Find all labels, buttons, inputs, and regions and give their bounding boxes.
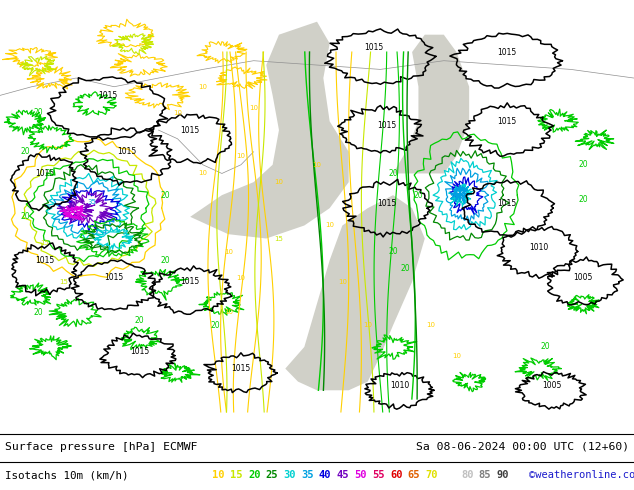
- Text: 1010: 1010: [529, 243, 548, 252]
- Text: 10: 10: [212, 470, 225, 480]
- Text: 20: 20: [134, 317, 145, 325]
- Text: 1005: 1005: [542, 381, 561, 391]
- Text: 65: 65: [408, 470, 420, 480]
- Text: 15: 15: [59, 279, 68, 285]
- Text: 50: 50: [354, 470, 367, 480]
- Text: 20: 20: [540, 343, 550, 351]
- Text: 1015: 1015: [117, 147, 136, 156]
- Text: 90: 90: [496, 470, 509, 480]
- Text: 10: 10: [198, 171, 207, 176]
- Text: 20: 20: [20, 212, 30, 221]
- Text: 1015: 1015: [231, 364, 250, 373]
- Text: 10: 10: [249, 105, 258, 111]
- Text: 75: 75: [443, 470, 456, 480]
- Text: 1015: 1015: [365, 43, 384, 52]
- Text: 45: 45: [337, 470, 349, 480]
- Text: 1015: 1015: [35, 256, 54, 265]
- Polygon shape: [190, 22, 349, 239]
- Text: 20: 20: [388, 247, 398, 256]
- Text: 30: 30: [283, 470, 296, 480]
- Polygon shape: [393, 35, 469, 173]
- Text: 15: 15: [275, 236, 283, 242]
- Polygon shape: [285, 195, 425, 390]
- Text: 10: 10: [198, 84, 207, 90]
- Text: 20: 20: [46, 169, 56, 178]
- Text: 10: 10: [325, 222, 334, 228]
- Text: 20: 20: [160, 191, 170, 199]
- Text: 10: 10: [313, 162, 321, 168]
- Text: 55: 55: [372, 470, 385, 480]
- Text: 1015: 1015: [181, 125, 200, 135]
- Text: 20: 20: [578, 160, 588, 169]
- Text: 10: 10: [236, 274, 245, 281]
- Text: 20: 20: [210, 321, 221, 330]
- Text: 1015: 1015: [498, 48, 517, 56]
- Text: Isotachs 10m (km/h): Isotachs 10m (km/h): [5, 470, 129, 480]
- Text: 10: 10: [452, 353, 461, 359]
- Text: 20: 20: [20, 147, 30, 156]
- Text: 20: 20: [248, 470, 261, 480]
- Text: 1015: 1015: [130, 347, 149, 356]
- Text: 70: 70: [425, 470, 438, 480]
- Text: 10: 10: [173, 110, 182, 116]
- Text: 1010: 1010: [390, 381, 409, 391]
- Text: 35: 35: [87, 198, 96, 205]
- Text: 1015: 1015: [98, 91, 117, 100]
- Text: 1015: 1015: [498, 199, 517, 208]
- Text: 15: 15: [40, 240, 49, 246]
- Text: 20: 20: [401, 265, 411, 273]
- Text: 1005: 1005: [574, 273, 593, 282]
- Text: ©weatheronline.co.uk: ©weatheronline.co.uk: [529, 470, 634, 480]
- Text: 35: 35: [301, 470, 314, 480]
- Text: 1015: 1015: [377, 199, 396, 208]
- Text: 1015: 1015: [377, 121, 396, 130]
- Text: 20: 20: [388, 169, 398, 178]
- Text: 1015: 1015: [181, 277, 200, 286]
- Text: 10: 10: [275, 179, 283, 185]
- Text: 1015: 1015: [498, 117, 517, 126]
- Text: 15: 15: [230, 470, 243, 480]
- Text: 20: 20: [160, 256, 170, 265]
- Text: 60: 60: [390, 470, 403, 480]
- Text: Sa 08-06-2024 00:00 UTC (12+60): Sa 08-06-2024 00:00 UTC (12+60): [416, 442, 629, 452]
- Text: 10: 10: [427, 322, 436, 328]
- Text: 20: 20: [578, 195, 588, 204]
- Text: 1015: 1015: [105, 273, 124, 282]
- Text: Surface pressure [hPa] ECMWF: Surface pressure [hPa] ECMWF: [5, 442, 198, 452]
- Text: 20: 20: [413, 191, 424, 199]
- Text: 40: 40: [319, 470, 332, 480]
- Text: 10: 10: [363, 322, 372, 328]
- Text: 85: 85: [479, 470, 491, 480]
- Text: 80: 80: [461, 470, 474, 480]
- Text: 20: 20: [33, 308, 43, 317]
- Text: 1015: 1015: [35, 169, 54, 178]
- Text: 25: 25: [266, 470, 278, 480]
- Text: 10: 10: [236, 153, 245, 159]
- Text: 10: 10: [224, 309, 233, 315]
- Text: 10: 10: [338, 279, 347, 285]
- Text: 20: 20: [33, 108, 43, 117]
- Text: 10: 10: [224, 248, 233, 254]
